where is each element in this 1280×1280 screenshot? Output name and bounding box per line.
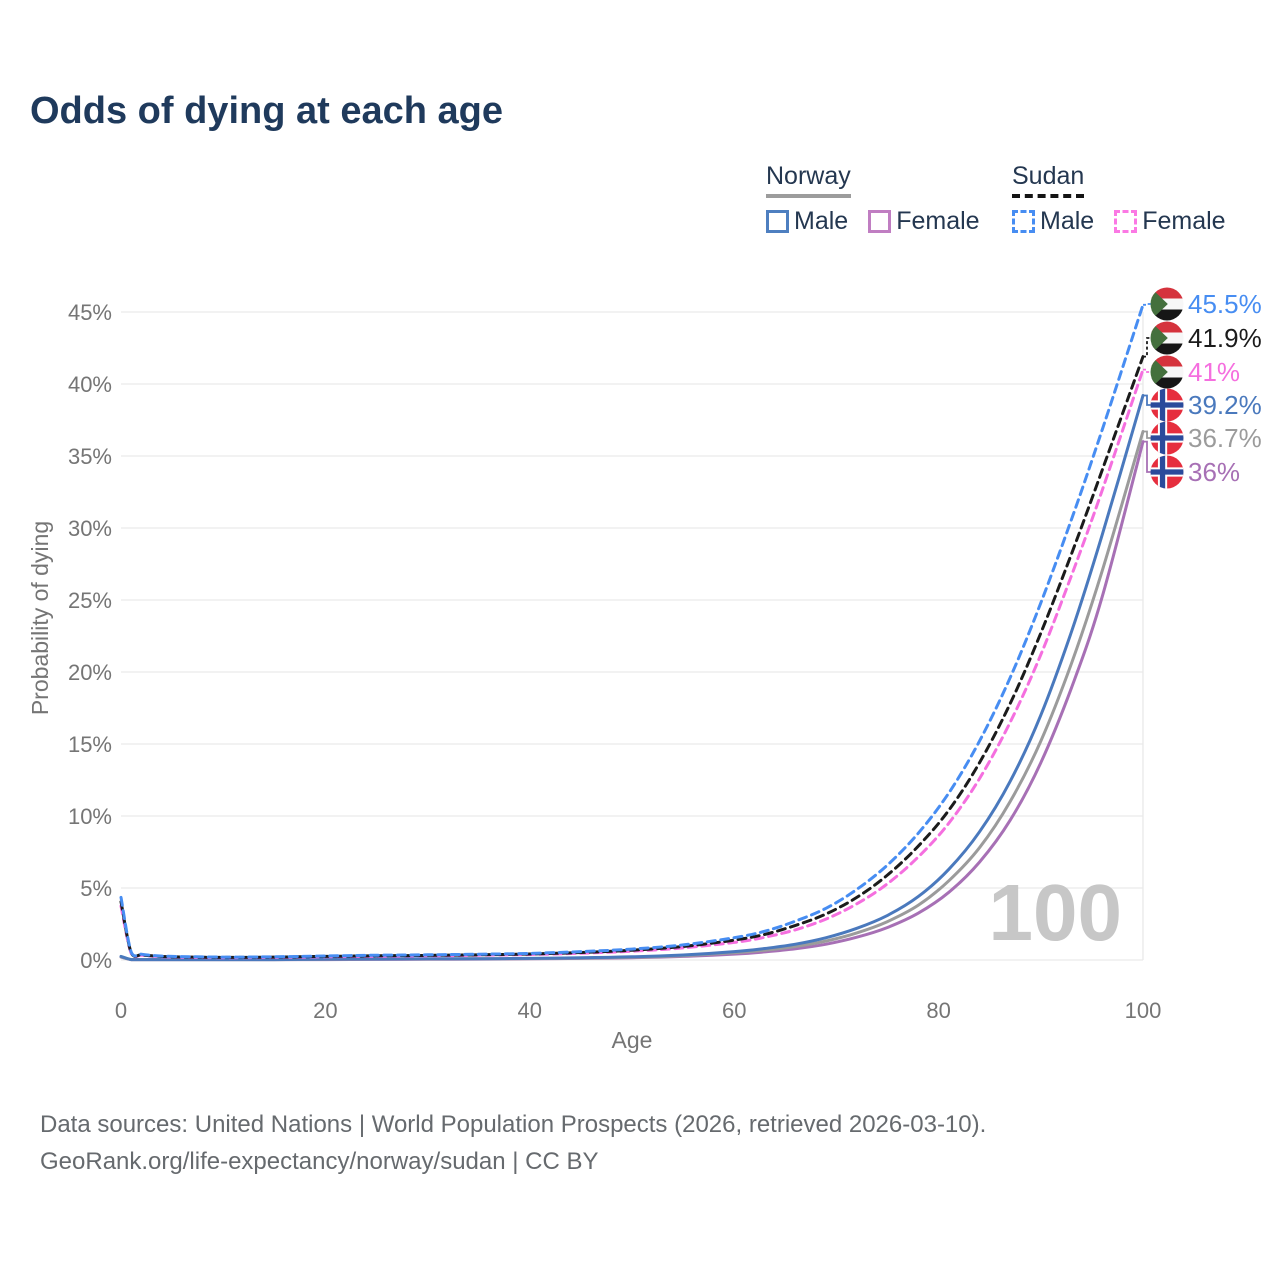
legend-group-sudan: Sudan Male Female	[1012, 162, 1226, 236]
label-connector-sudan	[1143, 337, 1151, 358]
legend-group-norway: Norway Male Female	[766, 162, 980, 236]
x-axis: 0 20 40 60 80 100 Age	[115, 998, 1161, 1053]
legend-country-sudan: Sudan	[1012, 162, 1085, 198]
legend-country-norway: Norway	[766, 162, 851, 198]
legend-item-sudan-female[interactable]: Female	[1114, 207, 1226, 236]
y-tick-label: 25%	[68, 588, 112, 613]
sudan-flag-icon	[1150, 287, 1184, 321]
label-connector-norway-female	[1143, 440, 1151, 473]
legend-item-norway-female[interactable]: Female	[868, 207, 980, 236]
legend-item-norway-male[interactable]: Male	[766, 207, 848, 236]
end-label-sudan-female: 41%	[1188, 357, 1240, 387]
y-tick-label: 5%	[80, 876, 112, 901]
end-label-norway: 36.7%	[1188, 423, 1262, 453]
y-tick-label: 0%	[80, 948, 112, 973]
y-tick-label: 45%	[68, 300, 112, 325]
label-connector-sudan-female	[1143, 368, 1151, 373]
y-tick-label: 10%	[68, 804, 112, 829]
series-line-norway-male	[119, 394, 1145, 962]
norway-flag-icon	[1150, 421, 1184, 455]
y-tick-label: 35%	[68, 444, 112, 469]
age-watermark: 100	[989, 868, 1122, 957]
y-tick-label: 30%	[68, 516, 112, 541]
x-tick-label: 80	[926, 998, 950, 1023]
data-source-footer: Data sources: United Nations | World Pop…	[40, 1106, 986, 1180]
x-tick-label: 20	[313, 998, 337, 1023]
y-tick-label: 20%	[68, 660, 112, 685]
norway-flag-icon	[1150, 455, 1184, 489]
legend-label: Female	[896, 207, 980, 235]
legend-item-sudan-male[interactable]: Male	[1012, 207, 1094, 236]
sudan-flag-icon	[1150, 355, 1184, 389]
sudan-female-swatch-icon	[1114, 210, 1138, 233]
footer-line-2: GeoRank.org/life-expectancy/norway/sudan…	[40, 1148, 599, 1175]
end-label-norway-female: 36%	[1188, 457, 1240, 487]
y-tick-label: 15%	[68, 732, 112, 757]
norway-male-swatch-icon	[766, 210, 789, 233]
x-tick-label: 40	[518, 998, 542, 1023]
y-tick-label: 40%	[68, 372, 112, 397]
legend-label: Male	[1040, 207, 1095, 235]
end-label-sudan-male: 45.5%	[1188, 289, 1262, 319]
x-tick-label: 60	[722, 998, 746, 1023]
norway-female-swatch-icon	[868, 210, 892, 233]
x-tick-label: 100	[1125, 998, 1162, 1023]
norway-flag-icon	[1150, 388, 1184, 422]
footer-line-1: Data sources: United Nations | World Pop…	[40, 1111, 987, 1138]
sudan-male-swatch-icon	[1012, 210, 1035, 233]
x-tick-label: 0	[115, 998, 127, 1023]
y-gridlines-and-ticks: 0% 5% 10% 15% 20% 25% 30% 35% 40% 45%	[68, 300, 1144, 973]
page-title: Odds of dying at each age	[30, 90, 503, 132]
label-connector-norway	[1143, 430, 1151, 439]
end-label-sudan: 41.9%	[1188, 323, 1262, 353]
sudan-flag-icon	[1150, 321, 1184, 355]
x-axis-title: Age	[612, 1027, 653, 1053]
label-connector-norway-male	[1143, 394, 1151, 406]
label-connector-sudan-male	[1143, 303, 1151, 306]
legend-label: Male	[794, 207, 849, 235]
legend-label: Female	[1142, 207, 1226, 235]
y-axis-title: Probability of dying	[27, 521, 53, 715]
series-line-sudan-male	[119, 303, 1145, 959]
end-label-norway-male: 39.2%	[1188, 390, 1262, 420]
